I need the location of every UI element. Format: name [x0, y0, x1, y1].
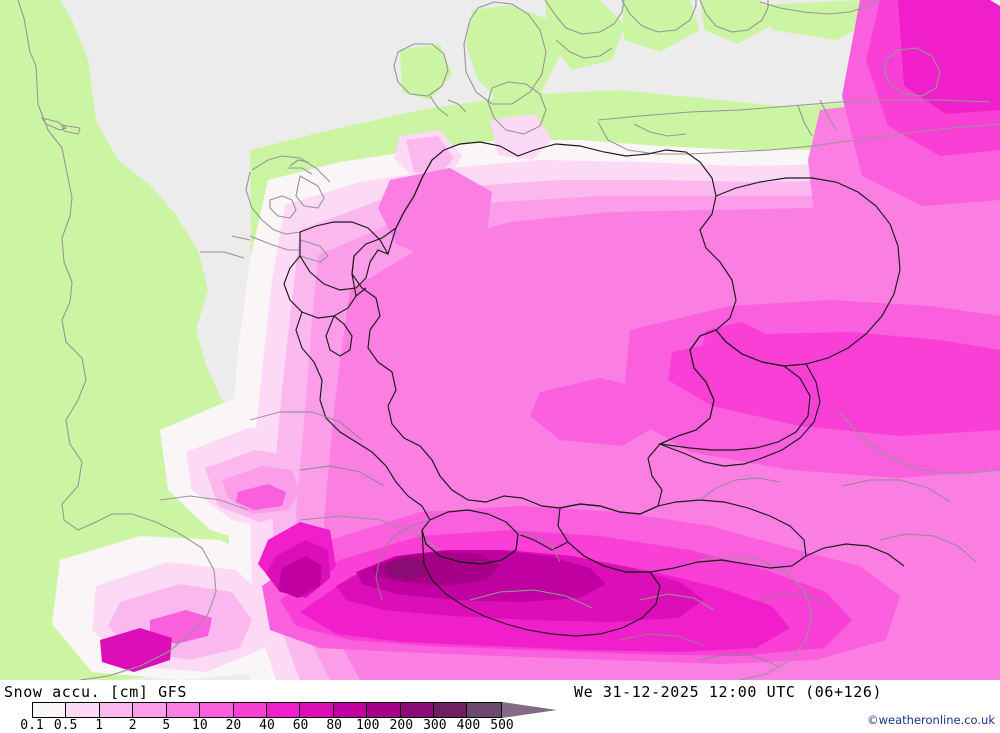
country-border-layer	[283, 141, 905, 637]
colorbar-swatch[interactable]	[66, 703, 100, 717]
coastline-layer	[17, 0, 1000, 680]
colorbar-tick: 20	[225, 718, 242, 733]
colorbar-tick: 0.1	[20, 718, 44, 733]
colorbar-swatch[interactable]	[333, 703, 368, 717]
colorbar-swatch[interactable]	[33, 703, 67, 717]
colorbar-swatch[interactable]	[200, 703, 234, 717]
colorbar-swatch[interactable]	[133, 703, 167, 717]
colorbar-tick: 80	[326, 718, 342, 733]
colorbar-swatch[interactable]	[367, 703, 401, 717]
colorbar-tick: 200	[389, 718, 414, 733]
weather-map-canvas[interactable]	[0, 0, 1000, 680]
colorbar-swatch[interactable]	[400, 703, 435, 717]
model-run-datetime: We 31-12-2025 12:00 UTC (06+126)	[574, 683, 883, 701]
colorbar-tick-labels: 0.1 0.5 1 2 5 10 20 40 60 80 100 200 300 400 500	[20, 718, 532, 733]
colorbar-tick: 300	[423, 718, 447, 733]
colorbar-overflow-arrow	[502, 702, 557, 718]
colorbar-tick: 0.5	[53, 718, 78, 733]
contour-level-200	[384, 558, 430, 580]
legend-title: Snow accu. [cm] GFS	[4, 683, 187, 701]
admin-line-layer	[249, 411, 977, 667]
colorbar-swatch[interactable]	[233, 703, 267, 717]
colorbar-tick: 2	[128, 718, 137, 733]
colorbar-tick: 10	[192, 718, 208, 733]
colorbar-tick: 400	[456, 718, 481, 733]
colorbar-tick: 5	[162, 718, 171, 733]
colorbar-swatch[interactable]	[99, 703, 134, 717]
colorbar-tick: 40	[259, 718, 275, 733]
colorbar-tick: 500	[490, 718, 514, 733]
colorbar-tick: 1	[95, 718, 104, 733]
colorbar-swatch[interactable]	[434, 703, 468, 717]
colorbar-swatch[interactable]	[266, 703, 301, 717]
colorbar-tick: 60	[292, 718, 309, 733]
colorbar-swatch[interactable]	[467, 703, 501, 717]
colorbar-swatch[interactable]	[300, 703, 334, 717]
snow-accumulation-map	[0, 0, 1000, 680]
copyright-label: ©weatheronline.co.uk	[867, 713, 995, 727]
colorbar[interactable]	[32, 702, 502, 718]
colorbar-swatch[interactable]	[166, 703, 201, 717]
colorbar-tick: 100	[355, 718, 380, 733]
